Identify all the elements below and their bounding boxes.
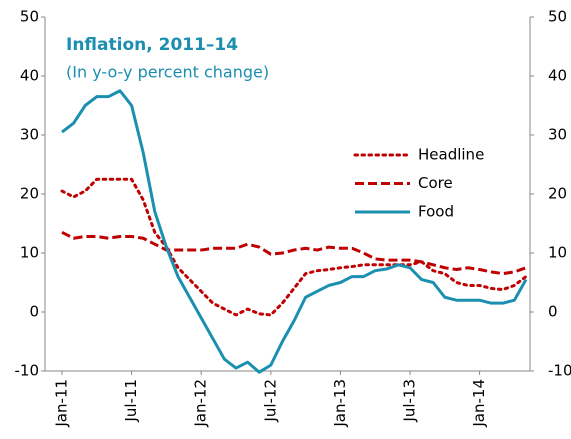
x-tick-label: Jul-13 — [401, 379, 419, 423]
y-tick-label: 40 — [20, 67, 39, 85]
y-tick-label: 0 — [29, 303, 39, 321]
line-series — [61, 231, 527, 276]
x-tick-label: Jan-13 — [331, 379, 349, 428]
y-tick-label: 20 — [20, 185, 39, 203]
x-tick-label: Jul-12 — [261, 379, 279, 423]
y-tick-label: 30 — [20, 126, 39, 144]
x-tick-label: Jul-11 — [122, 379, 140, 423]
line-series — [60, 177, 528, 317]
y-tick-label: 50 — [20, 8, 39, 26]
y2-tick-label: 10 — [548, 244, 567, 262]
chart-subtitle: (In y-o-y percent change) — [66, 63, 269, 82]
x-tick-label: Jan-11 — [53, 379, 71, 428]
line-series — [61, 89, 528, 374]
x-tick-label: Jan-12 — [192, 379, 210, 428]
legend-label: Food — [418, 203, 454, 221]
y2-tick-label: 20 — [548, 185, 567, 203]
x-tick-label: Jan-14 — [470, 379, 488, 428]
y2-tick-label: 40 — [548, 67, 567, 85]
y-tick-label: -10 — [15, 362, 40, 380]
y-tick-label: 10 — [20, 244, 39, 262]
chart-title: Inflation, 2011–14 — [66, 35, 238, 55]
y2-tick-label: -10 — [548, 362, 571, 380]
legend-label: Core — [418, 174, 453, 192]
legend-label: Headline — [418, 146, 484, 164]
y2-tick-label: 0 — [548, 303, 558, 321]
y2-tick-label: 30 — [548, 126, 567, 144]
y2-tick-label: 50 — [548, 8, 567, 26]
